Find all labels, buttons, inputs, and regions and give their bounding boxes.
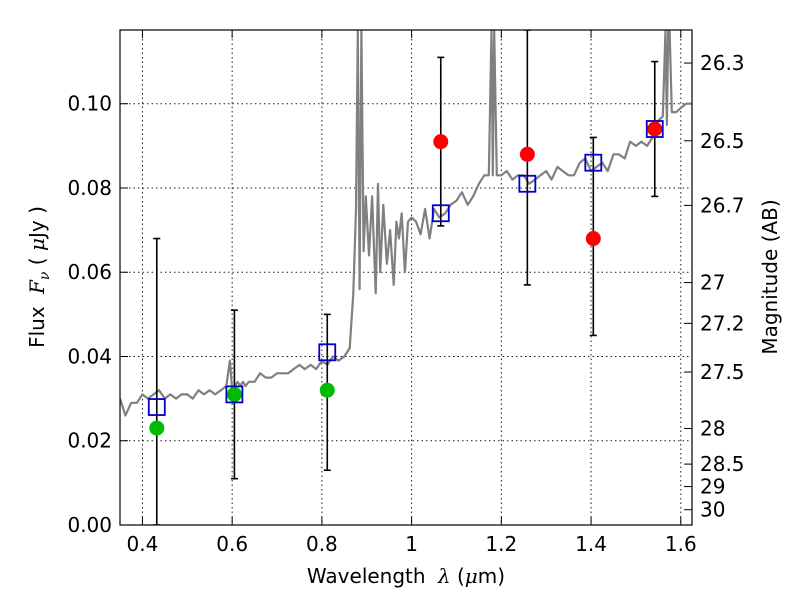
axis-ticks: 0.4 0.6 0.8 1 1.2 1.4 1.6 0.00 0.02 0.04 0.06 0.08 0… [67, 30, 745, 556]
right-axis-label: Magnitude (AB) [758, 199, 782, 354]
grid [120, 30, 692, 526]
y-axis-label: Flux Fν ( μJy ) [25, 206, 53, 348]
model-flux-square [518, 174, 537, 193]
x-tick-label: 1.2 [485, 532, 517, 556]
y-tick-label: 0.08 [67, 176, 112, 200]
y-tick-label: 0.02 [67, 429, 112, 453]
right-tick-label: 27.2 [700, 311, 745, 335]
y-tick-label: 0.00 [67, 513, 112, 537]
x-tick-label: 1 [405, 532, 418, 556]
upper-limit-point [149, 420, 165, 436]
plot-frame [119, 29, 693, 526]
x-tick-label: 0.8 [306, 532, 338, 556]
right-tick-label: 28 [700, 416, 725, 440]
spectrum-line [120, 30, 692, 417]
y-tick-label: 0.04 [67, 344, 112, 368]
x-tick-label: 1.6 [665, 532, 697, 556]
model-flux-square [431, 204, 450, 223]
detection-point [519, 146, 535, 162]
right-tick-label: 28.5 [700, 452, 745, 476]
upper-limit-point [319, 382, 335, 398]
x-tick-label: 1.4 [575, 532, 607, 556]
right-tick-label: 29 [700, 475, 725, 499]
x-tick-label: 0.6 [216, 532, 248, 556]
upper-limit-point [226, 386, 242, 402]
model-flux-square [147, 398, 166, 416]
x-axis-label: Wavelength λ (μm) [307, 564, 505, 588]
x-tick-label: 0.4 [127, 532, 159, 556]
detection-point [433, 134, 449, 150]
detection-point [647, 121, 663, 137]
model-flux-square [584, 153, 603, 172]
right-tick-label: 27.5 [700, 360, 745, 384]
right-tick-label: 26.7 [700, 193, 745, 217]
model-flux-square [645, 120, 664, 138]
right-tick-label: 26.3 [700, 51, 745, 75]
y-tick-label: 0.06 [67, 260, 112, 284]
model-flux-square [225, 385, 244, 404]
model-flux-square [318, 343, 337, 362]
errorbar-layer [153, 30, 659, 525]
right-tick-label: 30 [700, 498, 725, 522]
right-tick-label: 27 [700, 271, 725, 295]
y-tick-label: 0.10 [67, 92, 112, 116]
detection-point [585, 231, 601, 247]
right-tick-label: 26.5 [700, 129, 745, 153]
spectrum-layer [120, 30, 692, 417]
marker-layer [147, 120, 664, 436]
